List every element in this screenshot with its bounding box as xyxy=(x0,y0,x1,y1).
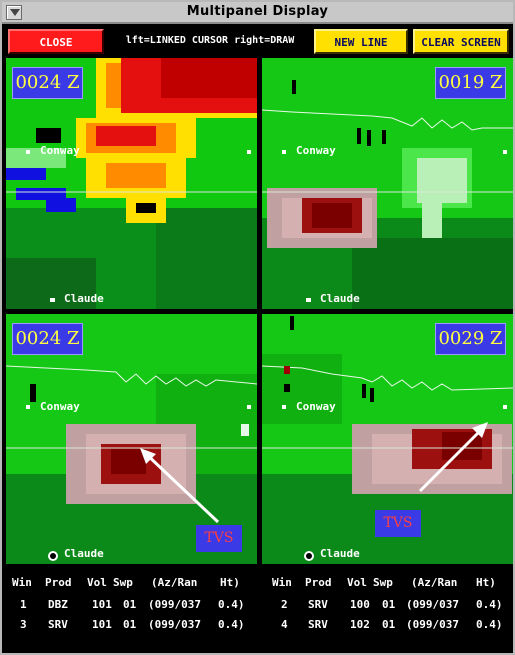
table-row-ht: 0.4) xyxy=(476,618,503,631)
town-conway: Conway xyxy=(296,400,336,413)
town-conway: Conway xyxy=(296,144,336,157)
table-row-azran: (099/037 xyxy=(148,598,201,611)
cursor-hint: lft=LINKED CURSOR right=DRAW xyxy=(125,35,295,46)
reflectivity-image xyxy=(6,58,257,309)
table-row-prod: SRV xyxy=(308,598,328,611)
table-row-azran: (099/037 xyxy=(406,618,459,631)
table-row-win: 3 xyxy=(20,618,27,631)
title-bar[interactable]: Multipanel Display xyxy=(2,2,513,24)
panel-2-time: 0019 Z xyxy=(435,67,506,99)
panel-1-time: 0024 Z xyxy=(12,67,83,99)
velocity-image xyxy=(6,314,257,564)
toolbar: CLOSE lft=LINKED CURSOR right=DRAW NEW L… xyxy=(2,26,513,58)
header-vol: Vol xyxy=(87,576,107,589)
clear-screen-button[interactable]: CLEAR SCREEN xyxy=(413,29,509,54)
table-row-win: 2 xyxy=(281,598,288,611)
header-win: Win xyxy=(272,576,292,589)
table-row-swp: 01 xyxy=(382,618,396,631)
header-win: Win xyxy=(12,576,32,589)
close-button[interactable]: CLOSE xyxy=(8,29,104,54)
window-title: Multipanel Display xyxy=(186,4,329,19)
radar-panel-3[interactable]: 0024 Z Conway Claude TVS xyxy=(6,314,257,564)
table-row-win: 4 xyxy=(281,618,288,631)
tvs-label: TVS xyxy=(196,525,242,552)
panel-3-time: 0024 Z xyxy=(12,323,83,355)
window-menu-icon[interactable] xyxy=(6,5,22,20)
tvs-label: TVS xyxy=(375,510,421,537)
header-azran: (Az/Ran xyxy=(151,576,198,589)
header-vol: Vol xyxy=(347,576,367,589)
panel-4-time: 0029 Z xyxy=(435,323,506,355)
table-row-azran: (099/037 xyxy=(148,618,201,631)
header-swp: Swp xyxy=(113,576,133,589)
radar-panel-1[interactable]: 0024 Z Conway Claude xyxy=(6,58,257,309)
table-row-prod: DBZ xyxy=(48,598,68,611)
table-row-azran: (099/037 xyxy=(406,598,459,611)
new-line-button[interactable]: NEW LINE xyxy=(314,29,408,54)
table-row-vol: 102 xyxy=(350,618,370,631)
header-swp: Swp xyxy=(373,576,393,589)
radar-panel-2[interactable]: 0019 Z Conway Claude xyxy=(262,58,513,309)
header-ht: Ht) xyxy=(476,576,496,589)
radar-panel-4[interactable]: 0029 Z Conway Claude TVS xyxy=(262,314,513,564)
header-azran: (Az/Ran xyxy=(411,576,458,589)
header-ht: Ht) xyxy=(220,576,240,589)
window-info-table: Win Prod Vol Swp (Az/Ran Ht) Win Prod Vo… xyxy=(2,566,513,653)
table-row-prod: SRV xyxy=(48,618,68,631)
table-row-prod: SRV xyxy=(308,618,328,631)
table-row-swp: 01 xyxy=(123,598,137,611)
table-row-ht: 0.4) xyxy=(218,598,245,611)
table-row-swp: 01 xyxy=(382,598,396,611)
table-row-vol: 101 xyxy=(92,618,112,631)
header-prod: Prod xyxy=(45,576,72,589)
town-claude: Claude xyxy=(320,547,360,560)
town-conway: Conway xyxy=(40,400,80,413)
header-prod: Prod xyxy=(305,576,332,589)
table-row-win: 1 xyxy=(20,598,27,611)
town-claude: Claude xyxy=(64,292,104,305)
town-claude: Claude xyxy=(320,292,360,305)
table-row-vol: 100 xyxy=(350,598,370,611)
town-conway: Conway xyxy=(40,144,80,157)
table-row-ht: 0.4) xyxy=(476,598,503,611)
table-row-vol: 101 xyxy=(92,598,112,611)
velocity-image xyxy=(262,58,513,309)
town-claude: Claude xyxy=(64,547,104,560)
table-row-swp: 01 xyxy=(123,618,137,631)
table-row-ht: 0.4) xyxy=(218,618,245,631)
